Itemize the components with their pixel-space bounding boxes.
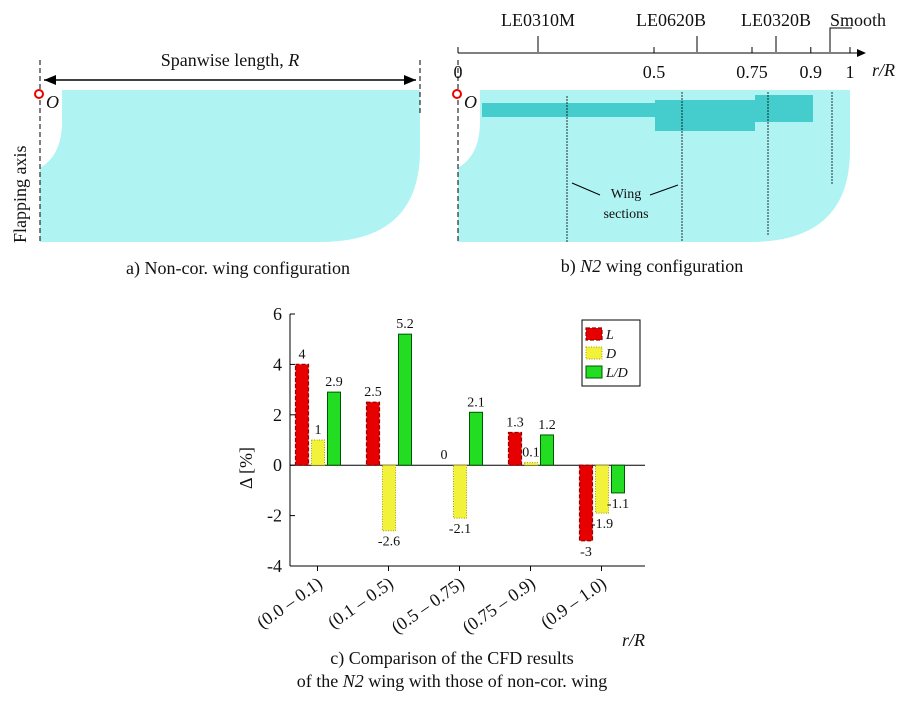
r-tick-label: 0.75 xyxy=(736,62,768,82)
bar xyxy=(398,333,412,466)
y-tick-label: 4 xyxy=(273,354,282,374)
bar xyxy=(469,411,483,466)
y-tick-label: -4 xyxy=(267,556,282,576)
panel-b: LE0310M LE0620B LE0320B Smooth r/R O Win… xyxy=(452,10,895,277)
section-pointers xyxy=(571,182,679,196)
axis-arrow xyxy=(857,49,866,57)
y-axis-label: Δ [%] xyxy=(236,447,256,489)
value-label: 4 xyxy=(299,347,306,362)
origin-marker xyxy=(34,89,44,99)
x-axis-label: r/R xyxy=(622,630,645,650)
value-label: -1.1 xyxy=(607,497,629,512)
caption-part: b) xyxy=(561,256,581,277)
bar xyxy=(365,401,381,466)
value-label: 1 xyxy=(315,423,322,438)
span-symbol: R xyxy=(287,50,299,70)
value-label: 1.3 xyxy=(506,415,524,430)
value-label: 5.2 xyxy=(396,317,414,332)
origin-label: O xyxy=(464,92,477,112)
r-tick-label: 0.5 xyxy=(643,62,666,82)
y-tick-label: 2 xyxy=(273,405,282,425)
x-tick-label: (0.75 – 0.9) xyxy=(459,573,540,638)
wing-shape xyxy=(40,90,420,242)
bar xyxy=(507,431,523,466)
airfoil-label: Smooth xyxy=(830,10,886,30)
legend-label: L xyxy=(605,328,614,343)
legend-swatch xyxy=(585,327,603,341)
bar xyxy=(311,439,325,466)
y-tick-label: 0 xyxy=(273,455,282,475)
span-text: Spanwise length, xyxy=(161,50,289,70)
span-label: Spanwise length, R xyxy=(161,50,300,70)
legend-label: D xyxy=(605,347,616,362)
value-label: -2.1 xyxy=(449,522,471,537)
value-label: 0 xyxy=(441,448,448,463)
legend-swatch xyxy=(585,346,603,360)
x-tick-label: (0.1 – 0.5) xyxy=(324,573,397,633)
r-tick-label: 0.9 xyxy=(800,62,823,82)
airfoil-label: LE0320B xyxy=(741,10,811,30)
caption-part: N2 xyxy=(579,256,601,276)
bar xyxy=(524,462,538,466)
bar xyxy=(294,363,310,466)
value-label: 2.9 xyxy=(325,375,343,390)
value-label: 1.2 xyxy=(538,418,556,433)
caption-part: of the xyxy=(297,671,343,691)
legend-label: L/D xyxy=(605,366,628,381)
bar xyxy=(327,391,341,466)
bar xyxy=(540,434,554,466)
sections-label: sections xyxy=(603,207,648,222)
sections-label: Wing xyxy=(611,187,642,202)
caption-part: c) Comparison of the CFD results xyxy=(330,648,573,669)
caption-c: c) Comparison of the CFD results xyxy=(330,648,573,669)
bar xyxy=(453,464,467,519)
caption-part: wing with those of non-cor. wing xyxy=(364,671,607,691)
bar xyxy=(611,464,625,494)
r-tick-label: 0 xyxy=(454,62,463,82)
x-tick-label: (0.0 – 0.1) xyxy=(253,573,326,633)
airfoil-pointers xyxy=(537,27,852,52)
x-tick-label: (0.9 – 1.0) xyxy=(537,573,610,633)
airfoil-label: LE0620B xyxy=(636,10,706,30)
bar xyxy=(595,464,609,514)
caption-c: of the N2 wing with those of non-cor. wi… xyxy=(297,671,607,691)
bar xyxy=(578,464,594,542)
value-label: 2.1 xyxy=(467,395,485,410)
bar xyxy=(382,464,396,532)
caption-part: N2 xyxy=(342,671,364,691)
value-label: -3 xyxy=(580,545,592,560)
caption-part: wing configuration xyxy=(601,256,743,276)
caption-a: a) Non-cor. wing configuration xyxy=(126,258,350,279)
airfoil-label: LE0310M xyxy=(501,10,575,30)
value-label: -2.6 xyxy=(378,535,400,550)
r-tick-label: 1 xyxy=(846,62,855,82)
y-tick-label: -2 xyxy=(267,506,282,526)
x-tick-label: (0.5 – 0.75) xyxy=(388,573,469,638)
axis-label: Flapping axis xyxy=(10,146,30,244)
axis-label: r/R xyxy=(872,60,895,80)
value-label: -1.9 xyxy=(591,517,613,532)
corrugation xyxy=(482,95,813,131)
y-tick-label: 6 xyxy=(273,304,282,324)
caption-b: b) N2 wing configuration xyxy=(561,256,744,277)
value-label: 2.5 xyxy=(364,385,382,400)
origin-marker xyxy=(452,89,462,99)
value-label: 0.1 xyxy=(522,446,540,461)
origin-label: O xyxy=(46,92,59,112)
legend-swatch xyxy=(585,365,603,379)
